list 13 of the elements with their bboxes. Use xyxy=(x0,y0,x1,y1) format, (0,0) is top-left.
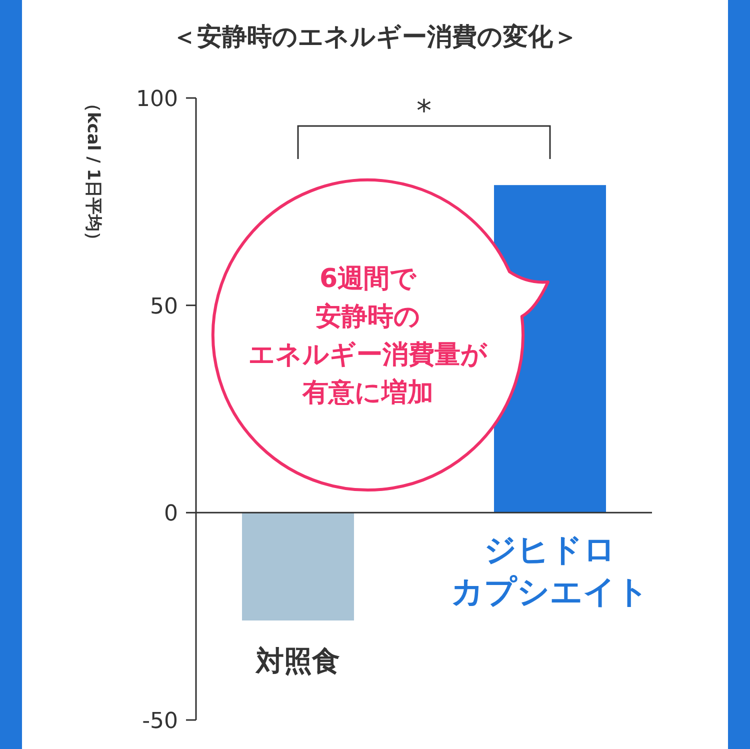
chart-title: ＜安静時のエネルギー消費の変化＞ xyxy=(172,22,578,51)
x-tick-label: 対照食 xyxy=(255,644,340,678)
annotation: 有意に増加 xyxy=(302,377,434,408)
y-tick-label: 0 xyxy=(164,502,178,527)
y-tick-label: 50 xyxy=(150,294,178,320)
y-axis-title: （kcal / 1日平均） xyxy=(83,95,103,249)
annotation: 6週間で xyxy=(319,264,418,294)
annotation: 安静時の xyxy=(316,302,420,332)
y-tick-label: 100 xyxy=(136,87,178,112)
x-tick-label: ジヒドロカプシエイト xyxy=(451,530,649,610)
annotation: * xyxy=(416,94,432,129)
y-tick-label: -50 xyxy=(142,709,178,734)
annotation: エネルギー消費量が xyxy=(248,340,488,370)
